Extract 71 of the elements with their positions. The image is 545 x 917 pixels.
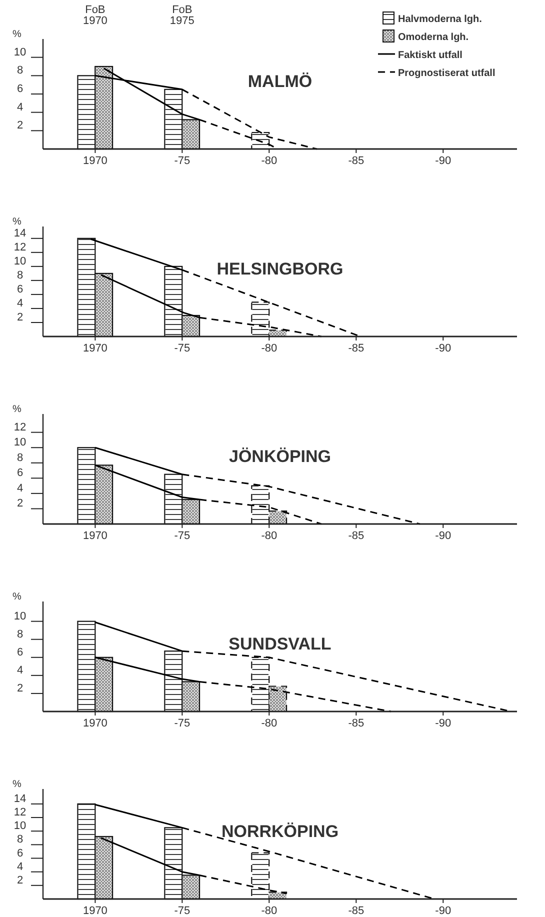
y-tick-label: 6	[16, 646, 24, 658]
text: SUNDSVALL	[228, 634, 332, 654]
x-tick-label: -85	[348, 718, 364, 730]
y-tick-label: 4	[16, 860, 24, 873]
text: MALMÖ	[248, 72, 312, 91]
x-tick-label: -80	[261, 530, 278, 542]
y-tick-label: 12	[14, 421, 26, 434]
y-tick-label: 10	[14, 255, 26, 268]
y-tick-label: 8	[16, 269, 24, 282]
x-tick-label: 1970	[82, 155, 108, 167]
y-tick-label: 14	[14, 227, 26, 240]
legend-label: Faktiskt utfall	[398, 50, 463, 61]
x-tick-label: 1970	[82, 530, 108, 542]
y-axis-title: %	[12, 779, 22, 790]
y-tick-label: 14	[14, 792, 26, 805]
x-tick-label: -90	[435, 905, 452, 917]
x-tick-label: -75	[174, 342, 190, 354]
y-tick-label: 6	[16, 83, 24, 95]
text: HELSINGBORG	[216, 260, 344, 278]
x-tick-label: 1970	[82, 718, 108, 730]
y-tick-label: 8	[16, 834, 24, 846]
y-tick-label: 10	[14, 436, 26, 449]
x-tick-label: -90	[435, 155, 452, 167]
text: FoB 1970	[82, 4, 108, 27]
text: JÖNKÖPING	[228, 447, 332, 466]
y-tick-label: 2	[16, 311, 24, 324]
x-tick-label: -75	[174, 155, 190, 167]
x-tick-label: -85	[348, 342, 364, 354]
y-tick-label: 2	[16, 120, 24, 132]
x-tick-label: -80	[261, 718, 278, 730]
legend-label: Prognostiserat utfall	[398, 68, 496, 79]
y-tick-label: 8	[16, 628, 24, 640]
y-tick-label: 4	[16, 482, 24, 494]
y-tick-label: 2	[16, 874, 24, 886]
y-tick-label: 8	[16, 452, 24, 464]
x-tick-label: -90	[435, 530, 452, 542]
y-tick-label: 6	[16, 467, 24, 480]
x-tick-label: -90	[435, 718, 452, 730]
y-tick-label: 4	[16, 101, 24, 114]
y-tick-label: 12	[14, 806, 26, 819]
y-tick-label: 10	[14, 46, 26, 58]
x-tick-label: -80	[261, 905, 278, 917]
x-tick-label: -75	[174, 530, 190, 542]
x-tick-label: -80	[261, 155, 278, 167]
y-tick-label: 2	[16, 498, 24, 510]
text: NORRKÖPING	[221, 822, 339, 841]
x-tick-label: -75	[174, 718, 190, 730]
x-tick-label: 1970	[82, 342, 108, 354]
y-axis-title: %	[12, 592, 22, 602]
y-tick-label: 12	[14, 241, 26, 254]
x-tick-label: -90	[435, 342, 452, 354]
y-axis-title: %	[12, 216, 22, 228]
y-tick-label: 4	[16, 297, 24, 310]
x-tick-label: -75	[174, 905, 190, 917]
x-tick-label: -85	[348, 905, 364, 917]
y-axis-title: %	[12, 404, 22, 415]
text: FoB 1975	[170, 4, 194, 27]
x-tick-label: -80	[261, 342, 278, 354]
y-tick-label: 6	[16, 847, 24, 860]
y-tick-label: 2	[16, 682, 24, 694]
y-tick-label: 8	[16, 64, 24, 77]
y-tick-label: 10	[14, 820, 26, 832]
legend-label: Omoderna lgh.	[398, 32, 469, 43]
x-tick-label: -85	[348, 155, 364, 167]
y-axis-title: %	[12, 29, 22, 40]
y-tick-label: 4	[16, 664, 24, 676]
y-tick-label: 10	[14, 610, 26, 622]
y-tick-label: 6	[16, 283, 24, 296]
x-tick-label: -85	[348, 530, 364, 542]
legend-label: Halvmoderna lgh.	[398, 14, 482, 25]
x-tick-label: 1970	[82, 905, 108, 917]
